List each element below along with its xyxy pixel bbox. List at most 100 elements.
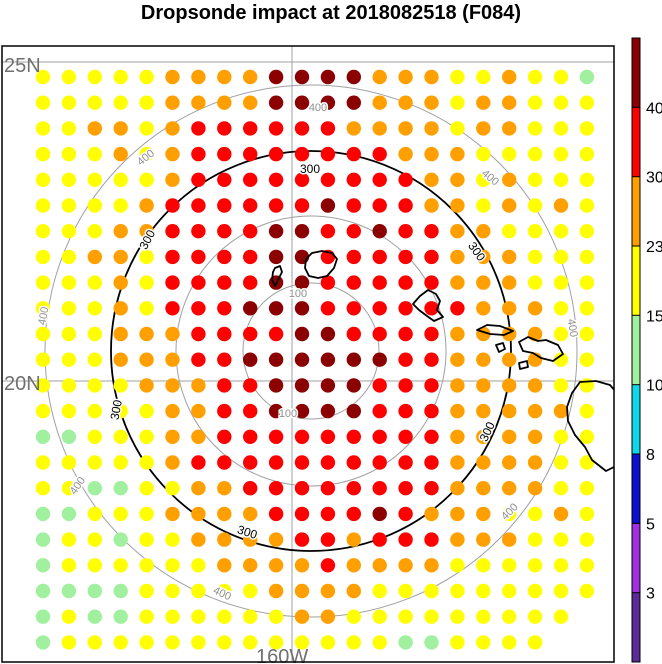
impact-dot [87, 301, 103, 316]
impact-dot [346, 275, 361, 290]
impact-dot [579, 481, 595, 496]
impact-dot [579, 455, 595, 470]
impact-dot [294, 403, 310, 419]
impact-dot [424, 455, 439, 470]
impact-dot [527, 121, 543, 136]
impact-dot [553, 146, 569, 162]
impact-dot [398, 609, 413, 624]
impact-dot [502, 635, 517, 650]
colorbar-segment [632, 246, 640, 316]
impact-dot [450, 121, 465, 136]
impact-dot [450, 352, 465, 367]
impact-dot [424, 506, 439, 522]
impact-dot [398, 506, 413, 522]
impact-dot [320, 95, 336, 110]
impact-dot [191, 558, 206, 573]
impact-dot [217, 429, 232, 444]
impact-dot [113, 532, 128, 547]
impact-dot [243, 224, 258, 239]
impact-dot [113, 249, 128, 265]
impact-dot [424, 95, 439, 110]
impact-dot [217, 506, 232, 522]
impact-dot [398, 635, 413, 650]
impact-dot [476, 249, 491, 265]
impact-dot [165, 95, 180, 110]
impact-dot [217, 403, 232, 419]
impact-dot [579, 506, 595, 522]
impact-dot [35, 378, 51, 393]
impact-dot [87, 378, 103, 393]
impact-dot [191, 635, 206, 650]
impact-dot [450, 69, 465, 85]
impact-dot [553, 224, 569, 239]
impact-dot [139, 532, 154, 547]
impact-dot [217, 609, 232, 624]
impact-dot [191, 326, 206, 342]
impact-dot [579, 69, 595, 85]
impact-dot [165, 378, 180, 393]
impact-dot [294, 378, 310, 393]
impact-dot [372, 635, 387, 650]
impact-dot [87, 326, 103, 342]
impact-dot [165, 635, 180, 650]
impact-dot [268, 403, 284, 419]
impact-dot [217, 558, 232, 573]
impact-dot [346, 455, 361, 470]
impact-dot [87, 403, 103, 419]
impact-dot [294, 532, 310, 547]
impact-dot [113, 635, 128, 650]
impact-dot [424, 326, 439, 342]
impact-dot [61, 69, 77, 85]
colorbar-segment [632, 315, 640, 386]
impact-dot [476, 146, 491, 162]
impact-dot [113, 172, 128, 187]
impact-dot [450, 95, 465, 110]
impact-dot [320, 378, 336, 393]
impact-dot [527, 198, 543, 213]
impact-dot [320, 198, 336, 213]
impact-dot [372, 146, 387, 162]
impact-dot [398, 172, 413, 187]
impact-dot [476, 378, 491, 393]
impact-dot [553, 378, 569, 393]
colorbar-tick-label: 8 [646, 447, 655, 464]
impact-dot [527, 224, 543, 239]
impact-dot [476, 609, 491, 624]
colorbar-segment [632, 176, 640, 247]
impact-dot [165, 326, 180, 342]
impact-dot [579, 532, 595, 547]
impact-dot [320, 481, 336, 496]
impact-dot [476, 121, 491, 136]
lat-label-20n: 20N [4, 373, 41, 395]
impact-dot [294, 506, 310, 522]
impact-dot [61, 326, 77, 342]
impact-dot [372, 301, 387, 316]
colorbar-tick-label: 5 [646, 516, 655, 533]
impact-dot [450, 532, 465, 547]
impact-dot [450, 146, 465, 162]
impact-dot [424, 429, 439, 444]
impact-dot [191, 249, 206, 265]
impact-dot [217, 635, 232, 650]
impact-dot [243, 301, 258, 316]
impact-dot [527, 429, 543, 444]
impact-dot [346, 121, 361, 136]
impact-dot [372, 455, 387, 470]
impact-dot [476, 198, 491, 213]
impact-dot [553, 95, 569, 110]
impact-dot [217, 69, 232, 85]
impact-dot [320, 224, 336, 239]
impact-dot [87, 275, 103, 290]
impact-dot [553, 275, 569, 290]
impact-dot [268, 481, 284, 496]
impact-dot [243, 429, 258, 444]
impact-dot [346, 481, 361, 496]
impact-dot [372, 95, 387, 110]
impact-dot [294, 121, 310, 136]
impact-dot [139, 403, 154, 419]
impact-dot [243, 326, 258, 342]
impact-dot [424, 146, 439, 162]
impact-dot [527, 378, 543, 393]
impact-dot [294, 558, 310, 573]
impact-dot [424, 635, 439, 650]
